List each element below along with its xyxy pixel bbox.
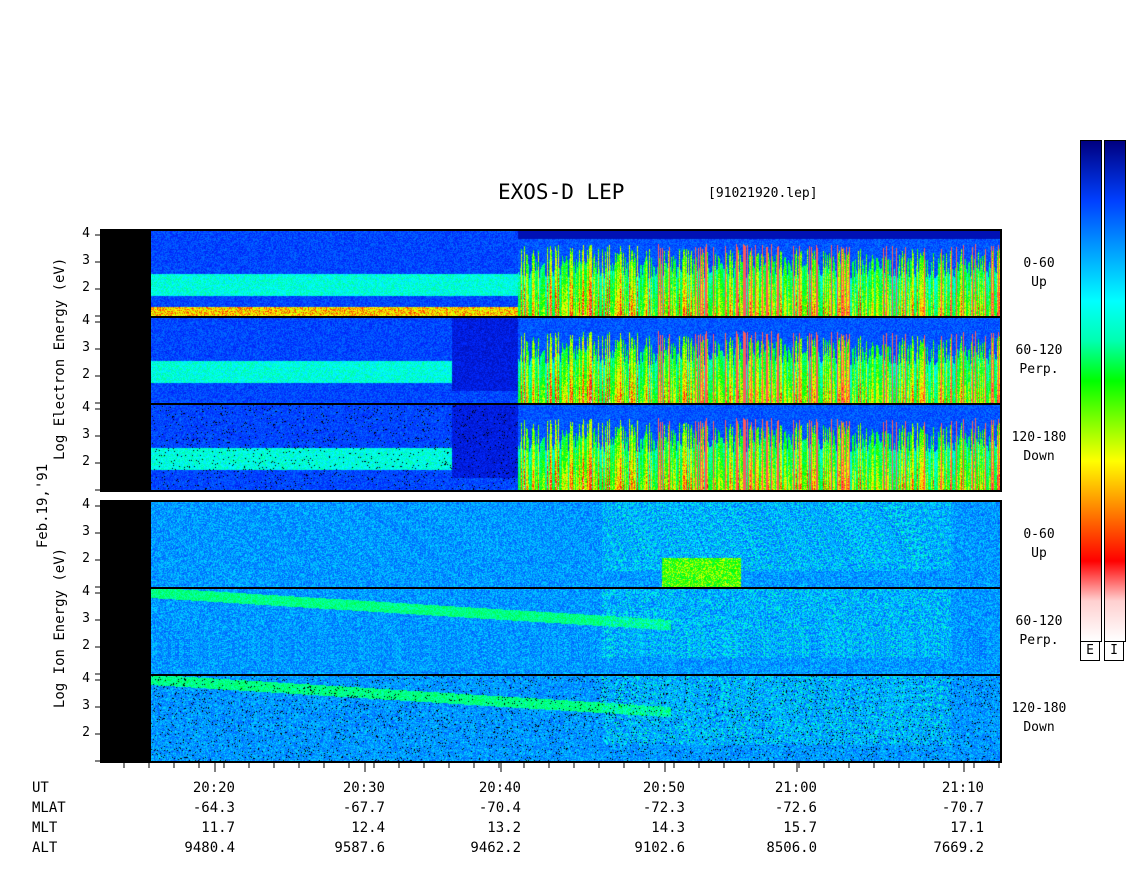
- ephemeris-cell: 13.2: [487, 820, 521, 836]
- ephemeris-cell: 9587.6: [334, 840, 385, 856]
- ephemeris-cell: 20:40: [478, 780, 521, 796]
- ephemeris-cell: 7669.2: [933, 840, 984, 856]
- electron-data-gap: [101, 230, 151, 490]
- ephemeris-cell: 12.4: [351, 820, 385, 836]
- panel-label-direction: Perp.: [1019, 633, 1059, 648]
- y-tick-label: 4: [82, 226, 90, 241]
- ephemeris-row-label: MLT: [32, 820, 58, 836]
- ephemeris-cell: 9462.2: [470, 840, 521, 856]
- y-tick-label: 4: [82, 497, 90, 512]
- panel-label-direction: Down: [1023, 720, 1055, 735]
- ephemeris-cell: 11.7: [201, 820, 235, 836]
- ephemeris-cell: 17.1: [950, 820, 984, 836]
- y-tick-label: 2: [82, 280, 90, 295]
- ion-frame: [100, 500, 1002, 763]
- y-tick-label: 3: [82, 524, 90, 539]
- panel-label-direction: Up: [1031, 546, 1047, 561]
- file-label: [91021920.lep]: [708, 186, 818, 201]
- ephemeris-cell: 20:20: [192, 780, 235, 796]
- electron-colorbar-gradient: [1081, 141, 1101, 641]
- ephemeris-row-label: UT: [32, 780, 49, 796]
- panel-label-ion-5: 120-180 Down: [1004, 699, 1074, 737]
- y-tick-label: 3: [82, 340, 90, 355]
- ephemeris-row-label: ALT: [32, 840, 58, 856]
- panel-label-angle: 0-60: [1023, 256, 1055, 271]
- panel-label-ion-3: 0-60 Up: [1004, 525, 1074, 563]
- electron-frame: [100, 229, 1002, 492]
- panel-label-ion-4: 60-120 Perp.: [1004, 612, 1074, 650]
- y-tick-label: 3: [82, 253, 90, 268]
- ion-spectrogram: [151, 501, 1001, 761]
- panel-label-direction: Up: [1031, 275, 1047, 290]
- y-tick-label: 2: [82, 454, 90, 469]
- y-tick-label: 4: [82, 671, 90, 686]
- y-tick-label: 4: [82, 400, 90, 415]
- panel-label-direction: Down: [1023, 449, 1055, 464]
- electron-colorbar: [1080, 140, 1102, 642]
- ion-colorbar-gradient: [1105, 141, 1125, 641]
- ephemeris-cell: -64.3: [192, 800, 235, 816]
- y-tick-label: 4: [82, 584, 90, 599]
- panel-label-angle: 0-60: [1023, 527, 1055, 542]
- ephemeris-cell: 15.7: [783, 820, 817, 836]
- y-tick-label: 4: [82, 313, 90, 328]
- y-tick-label: 3: [82, 427, 90, 442]
- colorbar-label-i: I: [1104, 641, 1124, 661]
- panel-label-direction: Perp.: [1019, 362, 1059, 377]
- panel-label-electron-0: 0-60 Up: [1004, 254, 1074, 292]
- y-tick-label: 2: [82, 551, 90, 566]
- y-tick-label: 2: [82, 367, 90, 382]
- chart-title: EXOS-D LEP: [498, 180, 625, 204]
- ephemeris-cell: 21:00: [774, 780, 817, 796]
- panel-label-angle: 60-120: [1015, 343, 1063, 358]
- ephemeris-row-label: MLAT: [32, 800, 66, 816]
- ephemeris-cell: -72.6: [774, 800, 817, 816]
- electron-spectrogram: [151, 230, 1001, 490]
- panel-label-angle: 120-180: [1011, 701, 1067, 716]
- ephemeris-cell: 8506.0: [766, 840, 817, 856]
- ephemeris-cell: -70.4: [478, 800, 521, 816]
- ion-colorbar: [1104, 140, 1126, 642]
- ephemeris-cell: 9102.6: [634, 840, 685, 856]
- y-tick-label: 2: [82, 725, 90, 740]
- ephemeris-cell: 20:30: [342, 780, 385, 796]
- ephemeris-cell: 14.3: [651, 820, 685, 836]
- ephemeris-cell: 20:50: [642, 780, 685, 796]
- panel-label-angle: 120-180: [1011, 430, 1067, 445]
- ephemeris-cell: 9480.4: [184, 840, 235, 856]
- colorbar-label-e: E: [1080, 641, 1100, 661]
- panel-label-electron-2: 120-180 Down: [1004, 428, 1074, 466]
- ion-data-gap: [101, 501, 151, 762]
- y-tick-label: 2: [82, 638, 90, 653]
- panel-label-electron-1: 60-120 Perp.: [1004, 341, 1074, 379]
- ephemeris-cell: -67.7: [342, 800, 385, 816]
- y-tick-label: 3: [82, 698, 90, 713]
- ephemeris-cell: 21:10: [941, 780, 984, 796]
- y-tick-label: 3: [82, 611, 90, 626]
- panel-label-angle: 60-120: [1015, 614, 1063, 629]
- ephemeris-cell: -70.7: [941, 800, 984, 816]
- ephemeris-cell: -72.3: [642, 800, 685, 816]
